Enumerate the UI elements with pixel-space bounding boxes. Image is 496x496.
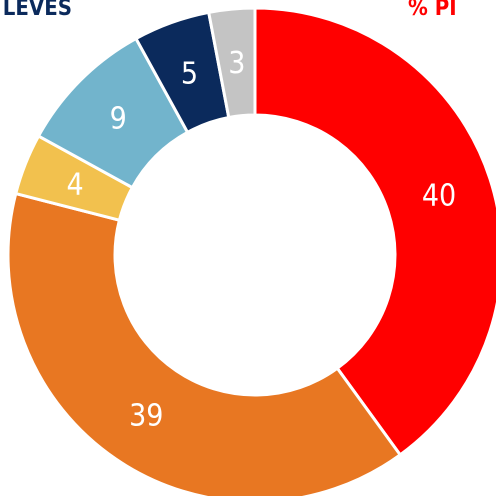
data-label: 40 xyxy=(422,179,456,214)
annotation: LEVES xyxy=(3,0,72,21)
annotation: % PI xyxy=(408,0,457,21)
data-label: 3 xyxy=(228,46,245,81)
donut-segment xyxy=(253,6,496,457)
donut-segment xyxy=(6,191,403,496)
donut-segment xyxy=(206,6,257,120)
data-label: 9 xyxy=(110,102,127,137)
data-label: 39 xyxy=(129,399,163,434)
data-label: 5 xyxy=(181,56,198,91)
data-label: 4 xyxy=(67,167,84,202)
